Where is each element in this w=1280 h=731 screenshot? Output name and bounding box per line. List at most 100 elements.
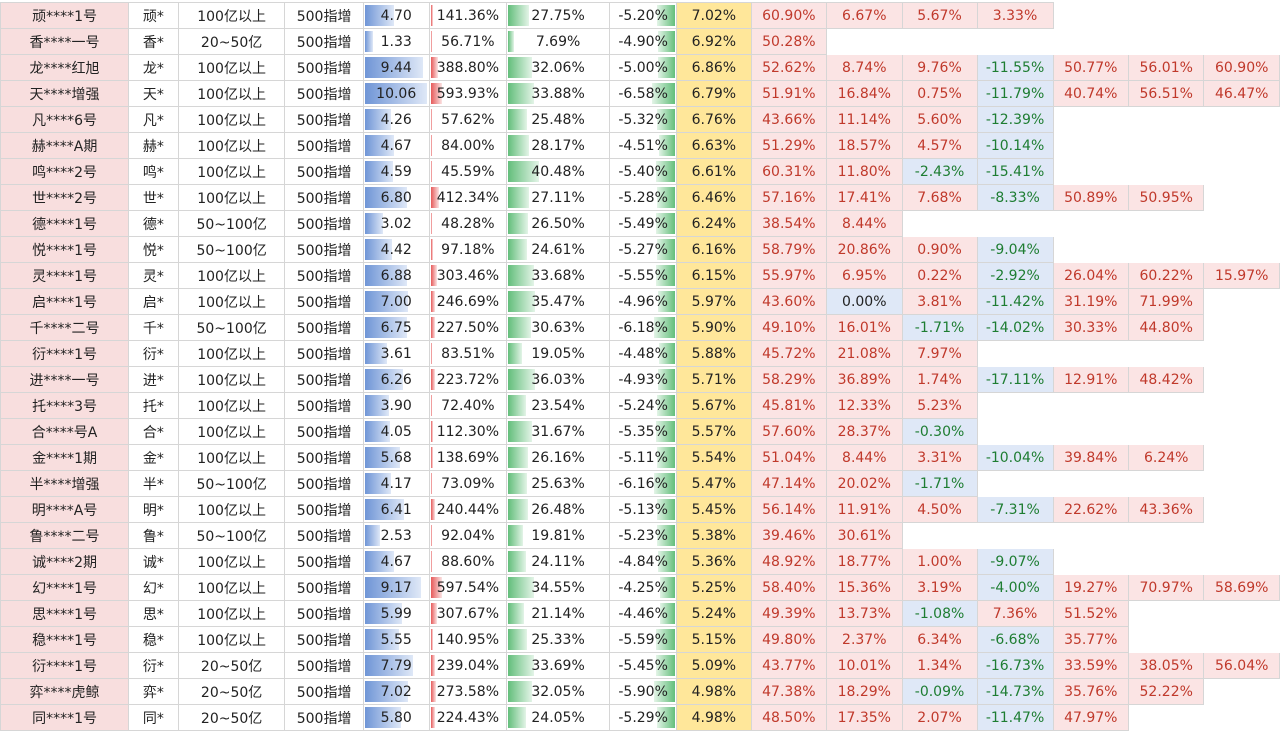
fund-name-cell-text: 启****1号 xyxy=(32,294,97,311)
table-row[interactable]: 托****3号 托* 100亿以上 500指增 3.90 72.40% 23.54% -5.2… xyxy=(0,392,1280,419)
yearly-value-cell: 13.73% xyxy=(826,600,903,627)
index-type-cell-text: 500指增 xyxy=(296,294,352,311)
total-return-cell-text: 45.59% xyxy=(441,163,495,180)
table-row[interactable]: 鲁****二号 鲁* 50~100亿 500指增 2.53 92.04% 19.81% -5.… xyxy=(0,522,1280,549)
table-row[interactable]: 鸣****2号 鸣* 100亿以上 500指增 4.59 45.59% 40.48% -5.4… xyxy=(0,158,1280,185)
leverage-cell-text: 4.59 xyxy=(380,163,412,180)
yearly-value-cell-text: 3.33% xyxy=(992,7,1038,24)
scale-cell-text: 20~50亿 xyxy=(200,34,263,51)
total-return-cell: 140.95% xyxy=(428,626,508,653)
table-row[interactable]: 明****A号 明* 100亿以上 500指增 6.41 240.44% 26.48% -5.… xyxy=(0,496,1280,523)
win-rate-cell-text: 32.06% xyxy=(531,59,585,76)
annual-excess-cell: 5.09% xyxy=(676,652,752,679)
total-return-cell-bar xyxy=(430,421,433,442)
table-row[interactable]: 衍****1号 衍* 20~50亿 500指增 7.79 239.04% 33.69% -5.… xyxy=(0,652,1280,679)
table-row[interactable]: 龙****红旭 龙* 100亿以上 500指增 9.44 388.80% 32.06% -5.… xyxy=(0,54,1280,81)
table-row[interactable]: 进****一号 进* 100亿以上 500指增 6.26 223.72% 36.03% -4.… xyxy=(0,366,1280,393)
index-type-cell-text: 500指增 xyxy=(296,320,352,337)
index-type-cell-text: 500指增 xyxy=(296,424,352,441)
scale-cell: 100亿以上 xyxy=(177,340,286,367)
yearly-value-cell-text: 31.19% xyxy=(1064,293,1118,310)
fund-name-cell: 天****增强 xyxy=(0,80,130,107)
table-row[interactable]: 思****1号 思* 100亿以上 500指增 5.99 307.67% 21.14% -4.… xyxy=(0,600,1280,627)
drawdown-cell-text: -5.27% xyxy=(618,241,668,258)
total-return-cell-text: 303.46% xyxy=(436,267,500,284)
yearly-value-cell xyxy=(1203,392,1280,419)
drawdown-cell: -5.32% xyxy=(609,106,678,133)
table-row[interactable]: 同****1号 同* 20~50亿 500指增 5.80 224.43% 24.05% -5.… xyxy=(0,704,1280,731)
yearly-value-cell xyxy=(902,210,978,237)
total-return-cell: 88.60% xyxy=(428,548,508,575)
table-row[interactable]: 诚****2期 诚* 100亿以上 500指增 4.67 88.60% 24.11% -4.8… xyxy=(0,548,1280,575)
table-row[interactable]: 金****1期 金* 100亿以上 500指增 5.68 138.69% 26.16% -5.… xyxy=(0,444,1280,471)
yearly-value-cell-text: 52.22% xyxy=(1139,683,1193,700)
annual-excess-cell: 5.38% xyxy=(676,522,752,549)
leverage-cell-text: 3.02 xyxy=(380,215,412,232)
drawdown-cell: -5.28% xyxy=(609,184,678,211)
annual-excess-cell-text: 6.76% xyxy=(691,111,737,128)
fund-name-cell: 同****1号 xyxy=(0,704,130,731)
win-rate-cell-bar xyxy=(508,343,523,364)
index-type-cell-text: 500指增 xyxy=(296,190,352,207)
yearly-value-cell-text: 60.90% xyxy=(1215,59,1269,76)
yearly-value-cell: 5.67% xyxy=(901,2,978,29)
index-type-cell-text: 500指增 xyxy=(296,580,352,597)
yearly-value-cell: 47.38% xyxy=(750,678,828,705)
drawdown-cell-text: -4.25% xyxy=(618,579,668,596)
table-row[interactable]: 启****1号 启* 100亿以上 500指增 7.00 246.69% 35.47% -4.… xyxy=(0,288,1280,315)
win-rate-cell-text: 31.67% xyxy=(531,423,585,440)
yearly-value-cell: 43.77% xyxy=(750,652,828,679)
win-rate-cell-bar xyxy=(508,681,533,702)
table-row[interactable]: 凡****6号 凡* 100亿以上 500指增 4.26 57.62% 25.48% -5.3… xyxy=(0,106,1280,133)
yearly-value-cell: 48.42% xyxy=(1127,366,1205,393)
table-row[interactable]: 香****一号 香* 20~50亿 500指增 1.33 56.71% 7.69% -4.90… xyxy=(0,28,1280,55)
table-row[interactable]: 赫****A期 赫* 100亿以上 500指增 4.67 84.00% 28.17% -4.5… xyxy=(0,132,1280,159)
win-rate-cell-text: 23.54% xyxy=(531,397,585,414)
table-row[interactable]: 半****增强 半* 50~100亿 500指增 4.17 73.09% 25.63% -6.… xyxy=(0,470,1280,497)
total-return-cell-text: 224.43% xyxy=(436,709,500,726)
fund-name-cell-text: 香****一号 xyxy=(29,34,100,51)
yearly-value-cell: -1.08% xyxy=(901,600,978,627)
leverage-cell: 9.17 xyxy=(362,574,430,601)
yearly-value-cell-text: 60.22% xyxy=(1139,267,1193,284)
yearly-value-cell: 1.00% xyxy=(901,548,978,575)
yearly-value-cell-text: -15.41% xyxy=(985,163,1045,180)
fund-name-cell-text: 进****一号 xyxy=(29,372,100,389)
manager-short-cell-text: 悦* xyxy=(142,242,164,259)
win-rate-cell: 25.33% xyxy=(506,626,611,653)
yearly-value-cell xyxy=(1203,28,1280,55)
table-row[interactable]: 弈****虎鲸 弈* 20~50亿 500指增 7.02 273.58% 32.05% -5.… xyxy=(0,678,1280,705)
annual-excess-cell-text: 5.67% xyxy=(691,397,737,414)
table-row[interactable]: 德****1号 德* 50~100亿 500指增 3.02 48.28% 26.50% -5.… xyxy=(0,210,1280,237)
table-row[interactable]: 千****二号 千* 50~100亿 500指增 6.75 227.50% 30.63% -6… xyxy=(0,314,1280,341)
table-row[interactable]: 顽****1号 顽* 100亿以上 500指增 4.70 141.36% 27.75% -5.… xyxy=(0,2,1280,29)
table-row[interactable]: 天****增强 天* 100亿以上 500指增 10.06 593.93% 33.88% -6… xyxy=(0,80,1280,107)
table-row[interactable]: 世****2号 世* 100亿以上 500指增 6.80 412.34% 27.11% -5.… xyxy=(0,184,1280,211)
leverage-cell-text: 5.99 xyxy=(380,605,412,622)
win-rate-cell-text: 26.16% xyxy=(531,449,585,466)
yearly-value-cell: 11.14% xyxy=(826,106,903,133)
table-row[interactable]: 稳****1号 稳* 100亿以上 500指增 5.55 140.95% 25.33% -5.… xyxy=(0,626,1280,653)
total-return-cell: 112.30% xyxy=(428,418,508,445)
table-row[interactable]: 悦****1号 悦* 50~100亿 500指增 4.42 97.18% 24.61% -5.… xyxy=(0,236,1280,263)
annual-excess-cell: 6.61% xyxy=(676,158,752,185)
leverage-cell: 5.99 xyxy=(362,600,430,627)
yearly-value-cell: 16.84% xyxy=(826,80,903,107)
yearly-value-cell: 39.46% xyxy=(750,522,828,549)
total-return-cell-text: 227.50% xyxy=(436,319,500,336)
scale-cell-text: 20~50亿 xyxy=(200,658,263,675)
table-row[interactable]: 灵****1号 灵* 100亿以上 500指增 6.88 303.46% 33.68% -5.… xyxy=(0,262,1280,289)
table-row[interactable]: 幻****1号 幻* 100亿以上 500指增 9.17 597.54% 34.55% -4.… xyxy=(0,574,1280,601)
table-row[interactable]: 衍****1号 衍* 100亿以上 500指增 3.61 83.51% 19.05% -4.4… xyxy=(0,340,1280,367)
table-row[interactable]: 合****号A 合* 100亿以上 500指增 4.05 112.30% 31.67% -5.… xyxy=(0,418,1280,445)
yearly-value-cell-text: 45.72% xyxy=(762,345,816,362)
yearly-value-cell: -11.47% xyxy=(976,704,1054,731)
fund-name-cell-text: 鲁****二号 xyxy=(29,528,100,545)
yearly-value-cell: 50.77% xyxy=(1052,54,1129,81)
scale-cell: 50~100亿 xyxy=(177,470,286,497)
total-return-cell: 388.80% xyxy=(428,54,508,81)
win-rate-cell: 26.48% xyxy=(506,496,611,523)
yearly-value-cell-text: -16.73% xyxy=(985,657,1045,674)
leverage-cell-bar xyxy=(364,603,402,624)
annual-excess-cell-text: 5.45% xyxy=(691,501,737,518)
